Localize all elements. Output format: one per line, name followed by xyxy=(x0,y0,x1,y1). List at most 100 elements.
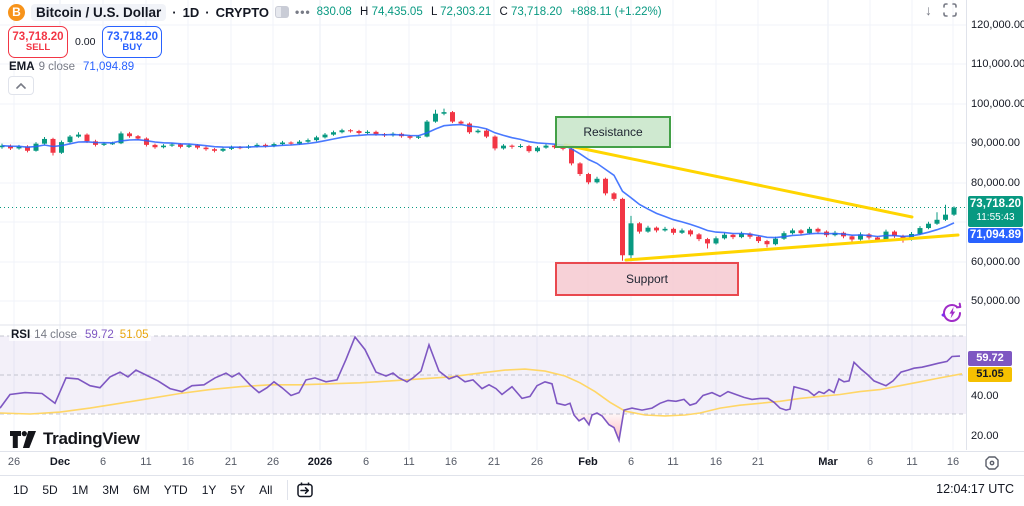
low-value: 72,303.21 xyxy=(440,6,492,18)
sell-label: SELL xyxy=(25,42,51,54)
instant-trading-icon[interactable] xyxy=(940,301,964,325)
fullscreen-icon[interactable] xyxy=(942,2,958,18)
price-axis[interactable]: 73,718.20 11:55:43 71,094.89 59.72 51.05… xyxy=(966,0,1024,450)
rsi-name: RSI xyxy=(11,329,31,341)
tradingview-logo-icon xyxy=(10,430,36,448)
date-range-buttons: 1D 5D 1M 3M 6M YTD 1Y 5Y All xyxy=(6,480,279,500)
chart-canvas[interactable] xyxy=(0,0,1024,450)
candle-body xyxy=(807,228,812,234)
candle-body xyxy=(195,145,200,148)
candle-body xyxy=(892,231,897,236)
candle-body xyxy=(611,193,617,199)
toolbar-divider xyxy=(287,480,289,500)
range-button-ytd[interactable]: YTD xyxy=(163,483,188,497)
ema-price-badge: 71,094.89 xyxy=(968,228,1023,243)
candle-body xyxy=(25,146,30,151)
candle-body xyxy=(798,230,804,234)
candle-body xyxy=(178,144,183,147)
candle-body xyxy=(722,234,727,239)
bar-countdown: 11:55:43 xyxy=(976,212,1015,223)
range-button-5y[interactable]: 5Y xyxy=(230,483,246,497)
exchange-label[interactable]: CRYPTO xyxy=(215,4,270,20)
candle-body xyxy=(637,223,642,232)
range-button-1m[interactable]: 1M xyxy=(71,483,89,497)
candle-body xyxy=(501,145,506,149)
ema-name: EMA xyxy=(9,61,35,73)
candle-body xyxy=(764,241,770,245)
range-button-5d[interactable]: 5D xyxy=(42,483,58,497)
rsi-line xyxy=(0,335,961,444)
rsi-ma-value-badge: 51.05 xyxy=(968,367,1012,382)
time-axis-label: 21 xyxy=(487,456,501,468)
time-axis-label: 21 xyxy=(224,456,238,468)
time-axis-label: 6 xyxy=(627,456,635,468)
range-button-3m[interactable]: 3M xyxy=(102,483,120,497)
sell-button[interactable]: 73,718.20 SELL xyxy=(8,26,68,58)
candle-body xyxy=(67,136,73,143)
candle-body xyxy=(84,134,90,142)
candle-body xyxy=(603,178,608,194)
range-button-all[interactable]: All xyxy=(259,483,273,497)
tradingview-watermark[interactable]: TradingView xyxy=(10,429,140,449)
time-axis-label: 11 xyxy=(140,456,152,468)
rsi-value-badge: 59.72 xyxy=(968,351,1012,366)
candle-body xyxy=(569,148,574,164)
axis-price-label: 60,000.00 xyxy=(971,256,1020,268)
market-status-icon xyxy=(275,6,290,18)
candle-body xyxy=(696,234,702,240)
candle-body xyxy=(594,178,600,183)
time-axis-label: 11 xyxy=(403,456,415,468)
resistance-zone-label[interactable]: Resistance xyxy=(555,116,671,148)
rsi-ma-value: 51.05 xyxy=(119,329,149,341)
candle-body xyxy=(739,233,744,238)
candle-body xyxy=(747,233,753,237)
candle-body xyxy=(59,142,64,153)
rsi-params: 14 close xyxy=(34,329,78,341)
support-zone-label[interactable]: Support xyxy=(555,262,739,296)
candle-body xyxy=(926,223,931,229)
more-options-button[interactable]: ••• xyxy=(295,5,311,19)
interval-label[interactable]: 1D xyxy=(182,4,200,20)
candle-body xyxy=(458,121,464,124)
candle-body xyxy=(110,143,115,145)
high-label: H xyxy=(360,6,369,18)
trendline-ascending-support[interactable] xyxy=(624,233,960,262)
candle-body xyxy=(280,142,285,145)
ohlc-readout: 830.08 H 74,435.05 L 72,303.21 C 73,718.… xyxy=(317,6,662,18)
last-price: 73,718.20 xyxy=(969,198,1022,210)
download-icon[interactable]: ↓ xyxy=(925,2,932,18)
candle-body xyxy=(118,133,124,144)
candle-body xyxy=(433,113,438,122)
candle-body xyxy=(8,145,13,149)
range-button-6m[interactable]: 6M xyxy=(133,483,150,497)
candle-body xyxy=(560,147,566,149)
chart-series xyxy=(0,108,966,444)
range-button-1d[interactable]: 1D xyxy=(13,483,29,497)
range-button-1y[interactable]: 1Y xyxy=(201,483,217,497)
utc-clock[interactable]: 12:04:17 UTC xyxy=(936,482,1014,496)
candle-body xyxy=(42,138,47,144)
symbol-name[interactable]: Bitcoin / U.S. Dollar xyxy=(31,3,167,21)
candle-body xyxy=(475,130,481,133)
time-axis-label: 11 xyxy=(906,456,918,468)
go-to-date-button[interactable] xyxy=(296,481,314,499)
candle-body xyxy=(314,137,319,141)
time-axis-label: Feb xyxy=(578,456,598,468)
buy-label: BUY xyxy=(122,42,143,54)
collapse-legend-button[interactable] xyxy=(8,76,34,95)
candle-body xyxy=(951,207,957,215)
candle-body xyxy=(790,230,795,234)
buy-button[interactable]: 73,718.20 BUY xyxy=(102,26,163,58)
candle-body xyxy=(858,234,863,240)
candle-body xyxy=(331,132,336,135)
header-actions: ↓ xyxy=(925,2,958,18)
time-axis-settings-icon[interactable] xyxy=(984,455,1000,471)
candle-body xyxy=(909,233,914,240)
chevron-up-icon xyxy=(16,82,26,89)
candle-body xyxy=(815,228,821,232)
candle-body xyxy=(76,134,81,137)
candle-body xyxy=(671,228,676,233)
trendline-descending-resistance[interactable] xyxy=(563,143,914,219)
time-axis[interactable]: 26 Dec 6 11 16 21 26 2026 6 11 16 21 26 Feb 6 11 16 21 Mar… xyxy=(0,451,1024,476)
candle-body xyxy=(875,237,880,241)
